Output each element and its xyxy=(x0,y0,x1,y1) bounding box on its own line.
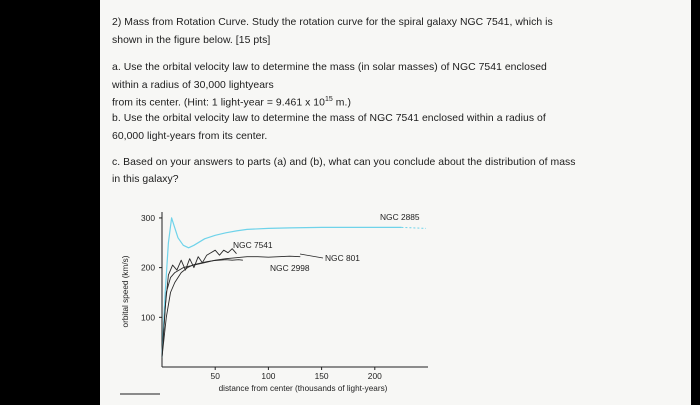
exponent: 15 xyxy=(324,96,333,103)
part-b-line2: 60,000 light-years from its center. xyxy=(112,131,268,142)
series-label-ngc-801: NGC 801 xyxy=(325,253,360,263)
series-label-ngc-7541: NGC 7541 xyxy=(233,240,273,250)
y-axis-label: orbital speed (km/s) xyxy=(121,255,130,327)
part-c-line2: in this galaxy? xyxy=(112,174,179,185)
series-line-ngc-7541 xyxy=(161,248,237,358)
leader-ngc-801 xyxy=(299,253,324,259)
question-heading-line2: shown in the figure below. [15 pts] xyxy=(112,35,271,46)
part-a-line1: a. Use the orbital velocity law to deter… xyxy=(112,62,547,73)
x-tick-label: 150 xyxy=(315,371,329,381)
y-tick-label: 200 xyxy=(141,263,155,273)
rotation-curve-chart: 100 200 300 50 100 150 200 distance from cente… xyxy=(121,212,428,393)
footer-smudge xyxy=(120,393,160,395)
series-extension-ngc-2885 xyxy=(401,226,427,229)
chart-series xyxy=(161,217,427,358)
series-line-ngc-2998 xyxy=(161,259,243,358)
series-line-ngc-2885 xyxy=(161,217,402,358)
part-a-line3-end: m.) xyxy=(332,97,351,109)
x-tick-label: 50 xyxy=(211,371,221,381)
series-line-ngc-801 xyxy=(161,255,301,358)
part-b-line1: b. Use the orbital velocity law to deter… xyxy=(112,113,546,124)
x-tick-label: 100 xyxy=(261,371,275,381)
series-label-ngc-2998: NGC 2998 xyxy=(270,263,310,273)
x-tick-label: 200 xyxy=(368,371,382,381)
worksheet-page: 2) Mass from Rotation Curve. Study the r… xyxy=(100,0,691,405)
chart-labels: distance from center (thousands of light… xyxy=(121,212,420,393)
y-tick-label: 300 xyxy=(141,213,155,223)
series-label-ngc-2885: NGC 2885 xyxy=(380,212,420,222)
part-c-line1: c. Based on your answers to parts (a) an… xyxy=(112,157,576,168)
question-heading-line1: 2) Mass from Rotation Curve. Study the r… xyxy=(112,17,553,28)
y-tick-label: 100 xyxy=(141,312,155,322)
x-axis-label: distance from center (thousands of light… xyxy=(219,384,388,393)
part-a-line3: from its center. (Hint: 1 light-year = 9… xyxy=(112,96,351,108)
part-a-line3-main: from its center. (Hint: 1 light-year = 9… xyxy=(112,97,325,109)
part-a-line2: within a radius of 30,000 lightyears xyxy=(112,80,274,91)
chart-axes: 100 200 300 50 100 150 200 xyxy=(141,212,428,381)
